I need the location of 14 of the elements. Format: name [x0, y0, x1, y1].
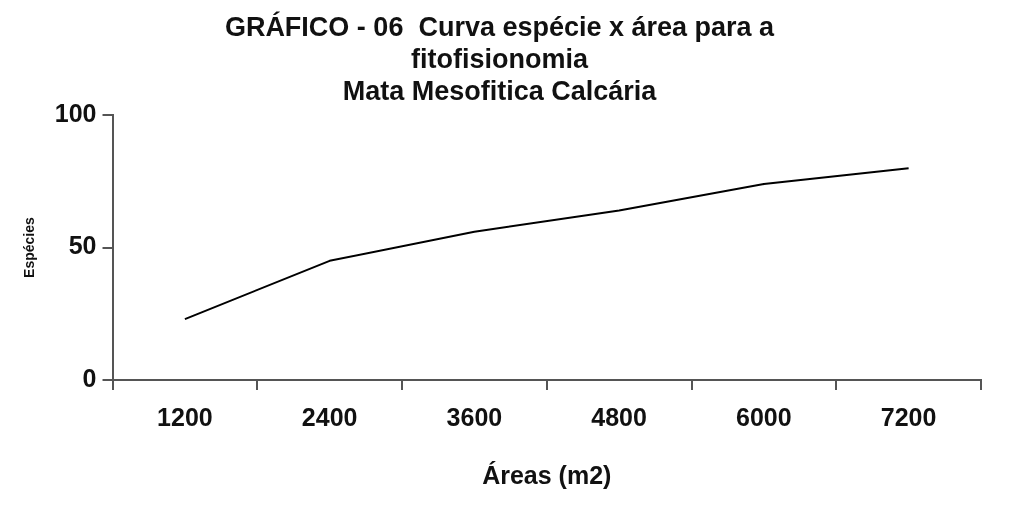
x-axis-title: Áreas (m2): [482, 460, 612, 489]
text: fitofisionomia: [411, 44, 588, 75]
y-tick-label: 50: [68, 231, 97, 260]
x-tick-label: 2400: [301, 402, 358, 431]
x-tick-label: 3600: [446, 402, 503, 431]
x-tick-label: 4800: [591, 402, 647, 431]
y-tick-label: 0: [82, 363, 97, 392]
text: GRÁFICO - 06 Curva espécie x área para a: [224, 11, 775, 42]
y-axis-title: Espécies: [21, 217, 38, 278]
x-tick-label: 6000: [736, 402, 792, 431]
x-tick-label: 7200: [880, 402, 937, 431]
y-tick-label: 100: [54, 99, 97, 128]
x-tick-label: 1200: [157, 402, 213, 431]
text: Mata Mesofitica Calcária: [342, 76, 657, 107]
